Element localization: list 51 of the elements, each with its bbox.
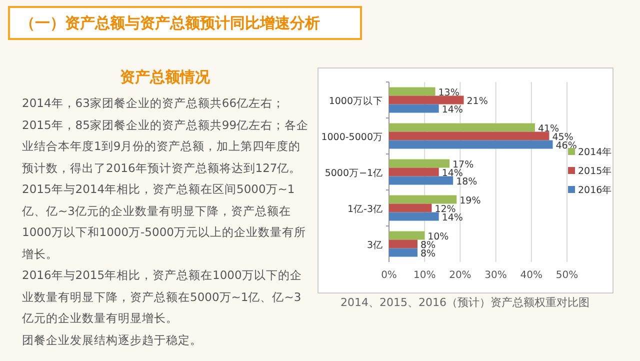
- data-label: 17%: [452, 159, 474, 170]
- y-tick-label: 3亿: [366, 240, 383, 251]
- legend-label: 2016年: [578, 184, 612, 196]
- data-label: 14%: [442, 212, 463, 224]
- bar: [389, 212, 439, 221]
- legend-label: 2015年: [578, 165, 612, 177]
- legend-label: 2014年: [578, 146, 612, 158]
- data-label: 14%: [442, 104, 463, 116]
- y-tick-label: 1000万以下: [328, 95, 383, 107]
- text: 2016年与2015年相比，资产总额在1000万以下的企业数量有明显下降，资产总额在5000万~1亿、亿~3亿元的企业数量有明显增长。: [21, 267, 303, 327]
- text: 2014年，63家团餐企业的资产总额共66亿左右；2015年，85家团餐企业的资产总额共99亿左右；各企业结合本年度1到9月份的资产总额，加上第四年度的预计数，得出了2016年预计资产总额将达到127亿。: [21, 95, 310, 176]
- x-tick-label: 20%: [449, 270, 472, 281]
- data-label: 46%: [556, 140, 577, 152]
- x-tick-label: 0%: [381, 270, 397, 281]
- data-label: 14%: [442, 168, 463, 179]
- bar: [389, 168, 439, 176]
- bar: [389, 195, 457, 204]
- data-label: 10%: [428, 231, 449, 242]
- text: 资产总额情况: [119, 68, 211, 87]
- bar: [389, 159, 450, 168]
- x-tick-label: 40%: [520, 270, 543, 281]
- text: 团餐企业发展结构逐步趋于稳定。: [21, 332, 203, 348]
- bar: [389, 204, 432, 212]
- x-tick-label: 10%: [413, 270, 436, 281]
- data-label: 13%: [438, 87, 460, 98]
- bar: [389, 96, 464, 104]
- x-tick-label: 30%: [484, 270, 507, 281]
- data-label: 8%: [420, 240, 436, 251]
- data-label: 21%: [466, 96, 488, 107]
- bar: [389, 240, 418, 248]
- data-label: 8%: [420, 248, 436, 260]
- bar: [389, 87, 436, 96]
- bar: [389, 231, 425, 240]
- bar: [389, 123, 535, 132]
- y-tick-label: 1000-5000万: [321, 132, 383, 143]
- bar: [389, 176, 454, 185]
- text: 2015年与2014年相比，资产总额在区间5000万~1亿、亿~3亿元的企业数量有明显下降，资产总额在1000万以下和1000万-5000万元以上的企业数量有所增长。: [21, 181, 307, 262]
- y-tick-label: 1亿-3亿: [347, 204, 383, 215]
- bar: [389, 140, 553, 149]
- text: 2014、2015、2016（预计）资产总额权重对比图: [340, 296, 590, 309]
- bar: [389, 132, 550, 140]
- data-label: 12%: [434, 204, 456, 215]
- data-label: 41%: [538, 123, 560, 134]
- x-tick-label: 50%: [556, 270, 578, 281]
- y-tick-label: 5000万−1亿: [324, 168, 383, 179]
- data-label: 18%: [456, 176, 478, 188]
- bar: [389, 248, 418, 257]
- data-label: 45%: [552, 132, 574, 143]
- bar: [389, 104, 439, 113]
- data-label: 19%: [460, 195, 481, 206]
- text: （一）资产总额与资产总额预计同比增速分析: [8, 6, 362, 40]
